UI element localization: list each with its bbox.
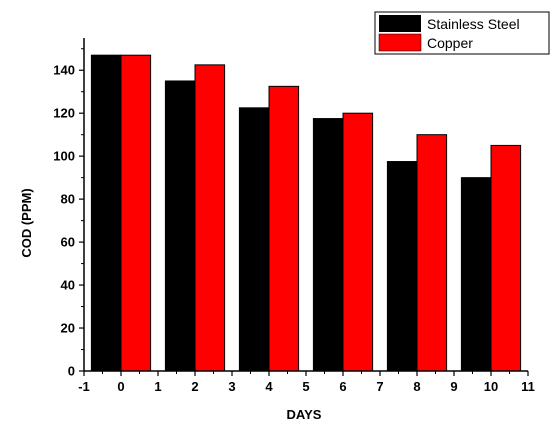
bar-copper-day-10	[490, 144, 522, 372]
y-tick-label: 120	[53, 106, 75, 121]
y-axis-title: COD (PPM)	[19, 188, 34, 257]
x-tick-label: 11	[521, 379, 535, 394]
bars-group	[90, 54, 522, 372]
bar-stainless-steel-day-10	[460, 177, 492, 372]
bar-stainless-steel-day-4	[238, 107, 270, 372]
bar-stainless-steel-day-6	[312, 118, 344, 372]
x-tick-label: 6	[339, 379, 346, 394]
x-tick-label: 10	[484, 379, 498, 394]
bar-stainless-steel-day-8	[386, 161, 418, 372]
legend-label-stainless-steel: Stainless Steel	[427, 16, 520, 32]
x-tick-label: 0	[117, 379, 124, 394]
y-tick-label: 20	[61, 321, 75, 336]
bar-stainless-steel-day-2	[164, 80, 196, 372]
bar-copper-day-6	[342, 112, 374, 372]
x-tick-label: 5	[302, 379, 309, 394]
x-tick-label: 8	[413, 379, 420, 394]
legend-label-copper: Copper	[427, 35, 473, 51]
bar-copper-day-4	[268, 85, 300, 372]
bar-copper-day-0	[120, 54, 152, 372]
bar-copper-day-8	[416, 134, 448, 372]
legend: Stainless Steel Copper	[374, 11, 550, 55]
x-tick-label: 7	[376, 379, 383, 394]
legend-swatch-stainless-steel	[379, 15, 421, 32]
x-tick-label: 9	[450, 379, 457, 394]
y-tick-label: 80	[61, 192, 75, 207]
y-tick-label: 100	[53, 149, 75, 164]
y-tick-label: 40	[61, 278, 75, 293]
y-tick-label: 140	[53, 63, 75, 78]
x-tick-label: 3	[228, 379, 235, 394]
y-tick-label: 60	[61, 235, 75, 250]
bar-stainless-steel-day-0	[90, 54, 122, 372]
y-tick-label: 0	[68, 364, 75, 379]
x-tick-label: 4	[265, 379, 273, 394]
x-tick-label: 1	[154, 379, 161, 394]
legend-swatch-copper	[378, 33, 422, 52]
x-tick-label: -1	[78, 379, 90, 394]
x-tick-label: 2	[191, 379, 198, 394]
bar-copper-day-2	[194, 64, 226, 372]
x-axis-title: DAYS	[287, 407, 322, 422]
